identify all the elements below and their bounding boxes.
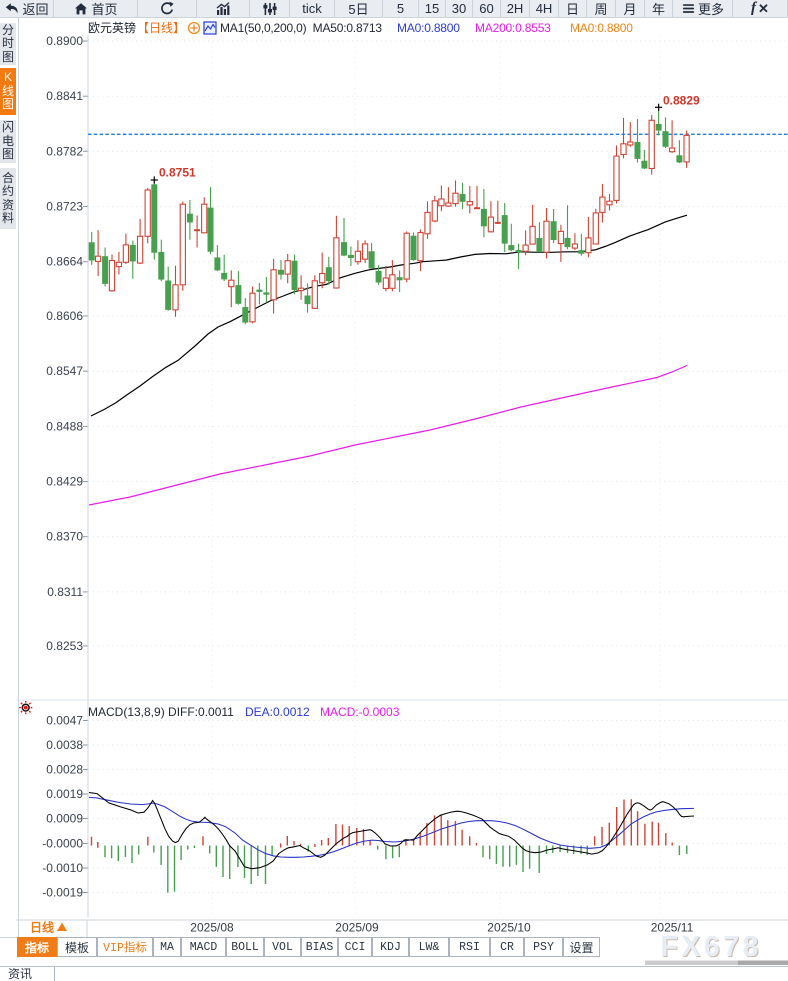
svg-text:0.8488: 0.8488 xyxy=(46,419,83,433)
svg-text:【日线】: 【日线】 xyxy=(137,21,185,35)
svg-text:0.0038: 0.0038 xyxy=(46,738,83,752)
svg-text:0.8782: 0.8782 xyxy=(46,144,83,158)
svg-text:MACD(13,8,9) DIFF:0.0011: MACD(13,8,9) DIFF:0.0011 xyxy=(88,705,234,719)
svg-text:0.8606: 0.8606 xyxy=(46,309,83,323)
svg-text:0.8751: 0.8751 xyxy=(159,166,196,180)
svg-text:0.0028: 0.0028 xyxy=(46,763,83,777)
svg-text:MACD:-0.0003: MACD:-0.0003 xyxy=(320,705,400,719)
svg-text:DEA:0.0012: DEA:0.0012 xyxy=(245,705,310,719)
svg-text:欧元英镑: 欧元英镑 xyxy=(88,20,136,35)
svg-text:2025/09: 2025/09 xyxy=(335,921,379,935)
svg-text:0.0009: 0.0009 xyxy=(46,812,83,826)
svg-text:0.8841: 0.8841 xyxy=(46,89,83,103)
svg-text:-0.0010: -0.0010 xyxy=(42,861,83,875)
svg-text:0.0019: 0.0019 xyxy=(46,787,83,801)
svg-text:FX678: FX678 xyxy=(662,932,763,964)
svg-text:MA1(50,0,200,0) MA50:0.8713: MA1(50,0,200,0) MA50:0.8713 xyxy=(220,21,382,35)
svg-text:0.8370: 0.8370 xyxy=(46,530,83,544)
svg-text:日线: 日线 xyxy=(30,920,54,935)
svg-text:-0.0019: -0.0019 xyxy=(42,886,83,900)
svg-text:MA0:0.8800: MA0:0.8800 xyxy=(570,21,633,35)
svg-text:0.8547: 0.8547 xyxy=(46,364,83,378)
svg-text:0.8829: 0.8829 xyxy=(663,94,700,108)
svg-text:0.8429: 0.8429 xyxy=(46,475,83,489)
svg-text:0.8311: 0.8311 xyxy=(47,585,83,599)
svg-text:0.8253: 0.8253 xyxy=(46,639,83,653)
svg-text:0.8664: 0.8664 xyxy=(46,255,83,269)
svg-text:2025/10: 2025/10 xyxy=(487,921,531,935)
svg-text:-0.0000: -0.0000 xyxy=(42,837,83,851)
svg-text:MA0:0.8800: MA0:0.8800 xyxy=(397,21,460,35)
svg-text:FX678: FX678 xyxy=(661,931,762,963)
svg-text:0.0047: 0.0047 xyxy=(46,714,83,728)
svg-text:2025/11: 2025/11 xyxy=(651,921,694,935)
svg-text:2025/08: 2025/08 xyxy=(190,921,234,935)
svg-text:0.8723: 0.8723 xyxy=(46,200,83,214)
svg-text:MA200:0.8553: MA200:0.8553 xyxy=(475,21,551,35)
svg-text:0.8900: 0.8900 xyxy=(46,34,83,48)
